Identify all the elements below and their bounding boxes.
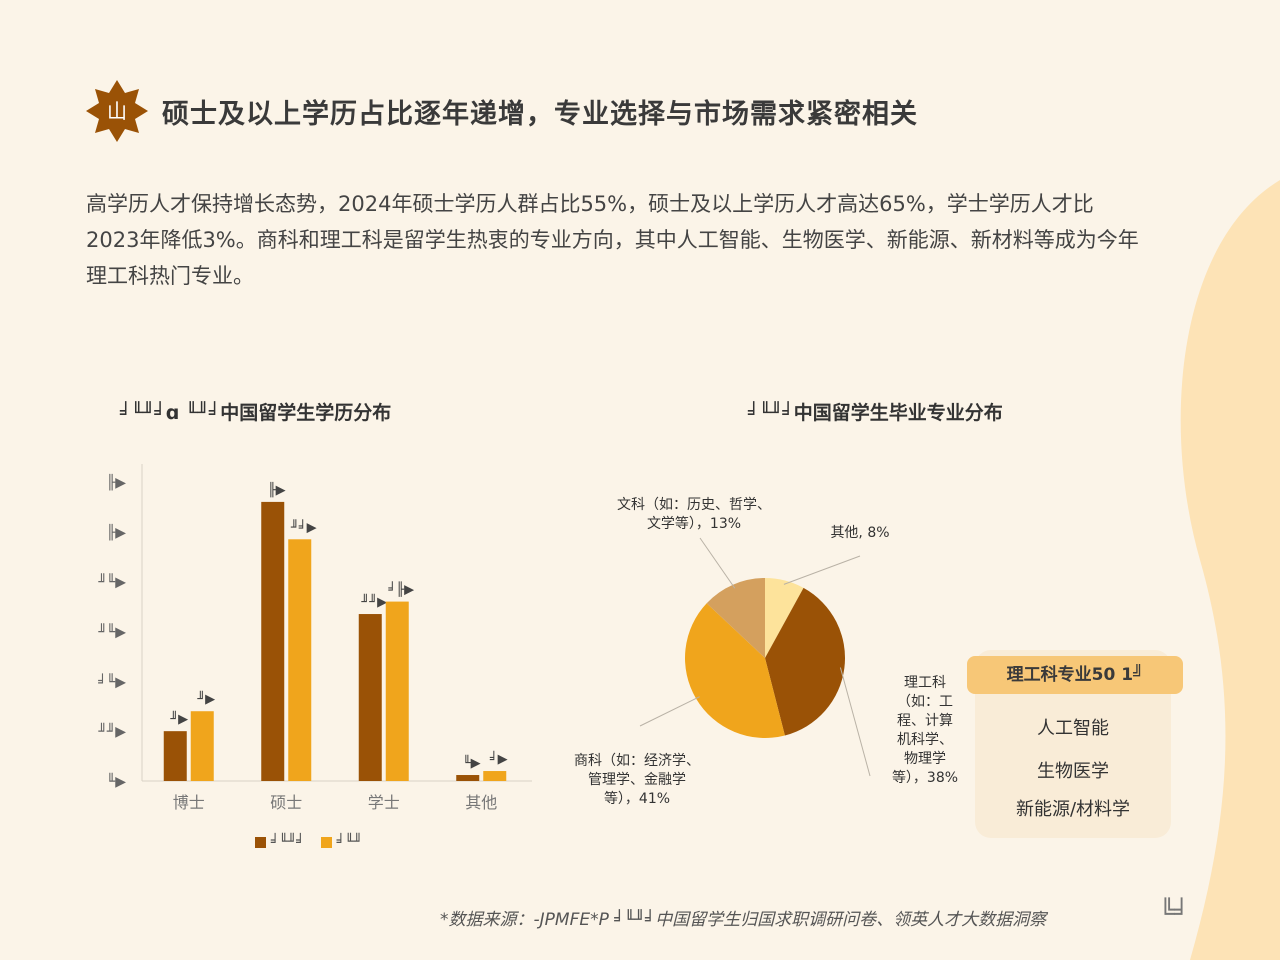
x-tick-label: 硕士 [270,793,302,812]
pie-chart-title: ╛╙╜╛中国留学生毕业专业分布 [748,402,1003,424]
pie-label-line: 其他, 8% [830,525,890,541]
bar-value-label: ╛╟▶ [387,581,414,598]
bar-硕士-2 [288,539,312,781]
pie-label-line: 物理学 [904,751,946,767]
page-title: 硕士及以上学历占比逐年递增，专业选择与市场需求紧密相关 [162,99,918,130]
pie-label-商科: 商科（如：经济学、 管理学、金融学 等），41% [552,752,722,809]
y-tick-label: ╛╙▶ [98,672,126,690]
leader-line [839,667,871,777]
y-tick-label: ╜╜▶ [97,723,126,740]
pie-label-line: （如：工 [897,694,953,710]
y-tick-label: ╟▶ [107,523,126,541]
leader-line [699,537,736,589]
x-tick-label: 学士 [368,793,400,812]
legend-label: ╛╙╜ [336,834,363,850]
bar-legend: ╛╙╜╛ ╛╙╜ [255,834,362,850]
legend-swatch [320,836,332,848]
education-bar-chart: ╙▶╜╜▶╛╙▶╜╙▶╜╙▶╟▶╟▶╜▶╜▶博士╟▶╜╛▶硕士╜╜▶╛╟▶学士╙… [97,464,532,812]
legend-swatch [255,836,266,848]
pie-label-文科: 文科（如：历史、哲学、 文学等），13% [594,496,794,534]
bar-value-label: ╜▶ [169,710,188,727]
pie-slice-理工科 [765,587,845,736]
legend-item-series-1: ╛╙╜╛ [255,834,305,850]
y-tick-label: ╟▶ [107,473,126,491]
leader-line [639,696,700,727]
bar-value-label: ╜▶ [196,690,215,707]
data-source: *数据来源：-JPMFE*P ╛╙╜╛中国留学生归国求职调研问卷、领英人才大数据… [440,910,1047,930]
bar-value-label: ╜╛▶ [290,518,317,535]
bar-value-label: ╛▶ [489,750,508,767]
pie-label-line: 管理学、金融学 [588,772,686,788]
pie-label-line: 程、计算 [897,713,953,729]
bar-其他-2 [483,771,507,781]
hot-major-item: 人工智能 [1037,718,1109,739]
pie-slice-文科 [706,578,765,658]
bar-chart-title: ╛╙╜╛ɑ ╙╜╛中国留学生学历分布 [120,402,392,424]
bar-value-label: ╙▶ [463,754,481,771]
pie-label-line: 文学等），13% [646,516,742,532]
bar-学士-1 [358,614,382,781]
hot-majors-title: 理工科专业50 1╝ [967,656,1183,694]
pie-label-line: 机科学、 [897,732,953,748]
bar-学士-2 [385,601,409,781]
page-number: ╚╛ [1160,898,1189,926]
pie-label-line: 等），41% [603,791,671,807]
pie-label-理工科: 理工科 （如：工程、计算机科学、物理学等），38% [884,674,966,788]
bar-博士-1 [163,731,187,781]
building-icon: 山 [107,99,127,123]
hot-major-item: 生物医学 [1037,761,1109,782]
pie-label-line: 商科（如：经济学、 [574,753,700,769]
pie-slice-其他 [765,578,804,658]
pie-slice-商科 [685,603,785,738]
x-tick-label: 其他 [465,793,497,812]
bar-value-label: ╟▶ [268,481,286,498]
legend-item-series-2: ╛╙╜ [320,834,363,850]
major-pie-chart [639,537,871,777]
hot-major-item: 新能源/材料学 [1015,799,1131,820]
pie-label-line: 理工科 [904,675,946,691]
bar-博士-2 [190,711,214,781]
header-badge: 山 [86,80,148,142]
pie-label-line: 等），38% [891,770,959,786]
y-tick-label: ╜╙▶ [97,623,126,640]
bar-value-label: ╜╜▶ [360,593,387,610]
bar-其他-1 [456,775,480,781]
x-tick-label: 博士 [173,793,205,812]
y-tick-label: ╙▶ [107,773,126,790]
bar-硕士-1 [261,501,285,781]
intro-paragraph: 高学历人才保持增长态势，2024年硕士学历人群占比55%，硕士及以上学历人才高达… [86,192,1139,288]
y-tick-label: ╜╙▶ [97,574,126,591]
leader-line [783,555,861,585]
legend-label: ╛╙╜╛ [271,834,305,850]
pie-label-line: 文科（如：历史、哲学、 [617,497,771,513]
pie-label-其他: 其他, 8% [800,524,920,543]
